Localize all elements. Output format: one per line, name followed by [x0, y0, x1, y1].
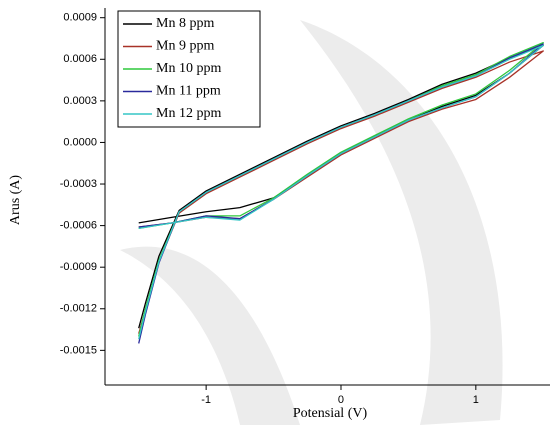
y-tick-label: 0.0009 — [63, 12, 97, 24]
y-tick-label: 0.0006 — [63, 53, 97, 65]
legend-label: Mn 8 ppm — [156, 16, 214, 31]
y-tick-label: -0.0009 — [60, 261, 97, 273]
y-tick-label: -0.0012 — [60, 303, 97, 315]
x-tick-label: 1 — [473, 394, 479, 406]
y-tick-label: -0.0006 — [60, 220, 97, 232]
y-tick-label: -0.0015 — [60, 344, 97, 356]
legend-label: Mn 9 ppm — [156, 39, 214, 54]
legend-label: Mn 11 ppm — [156, 84, 221, 99]
x-tick-label: 0 — [338, 394, 344, 406]
y-tick-label: 0.0003 — [63, 95, 97, 107]
legend-label: Mn 12 ppm — [156, 106, 221, 121]
series-line — [138, 44, 544, 340]
legend-label: Mn 10 ppm — [156, 61, 221, 76]
x-axis-label: Potensial (V) — [293, 406, 368, 421]
x-tick-label: -1 — [201, 394, 211, 406]
y-axis-label: Arus (A) — [8, 175, 23, 225]
y-tick-label: -0.0003 — [60, 178, 97, 190]
y-tick-label: 0.0000 — [63, 136, 97, 148]
